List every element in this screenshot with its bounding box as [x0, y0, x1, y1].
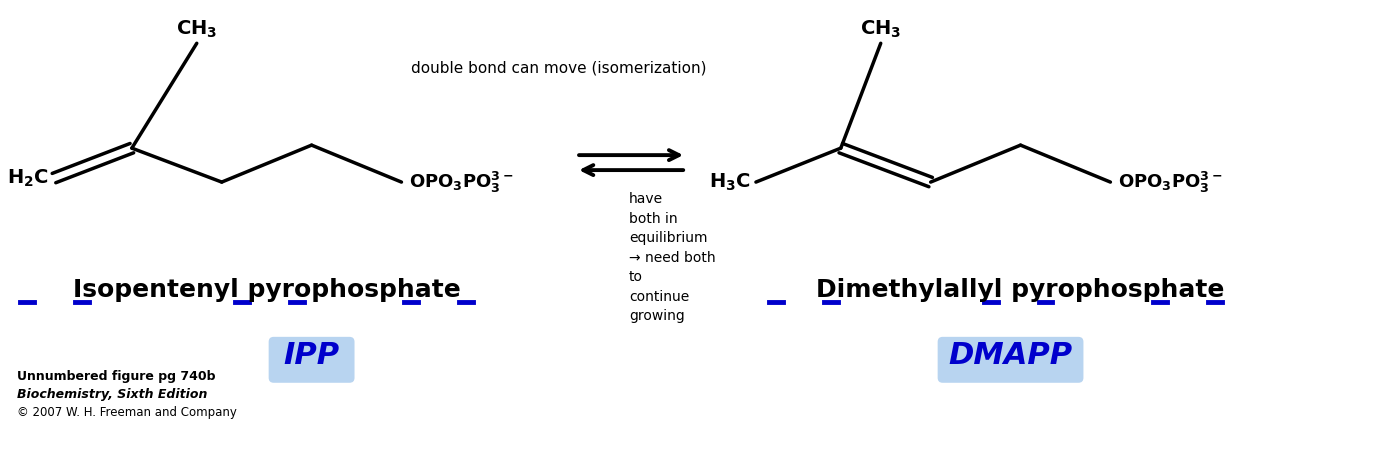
Text: Unnumbered figure pg 740b: Unnumbered figure pg 740b [16, 370, 216, 383]
Text: have
both in
equilibrium
→ need both
to
continue
growing: have both in equilibrium → need both to … [629, 192, 716, 323]
Text: double bond can move (isomerization): double bond can move (isomerization) [411, 60, 708, 75]
Text: $\mathbf{OPO_3PO_3^{3-}}$: $\mathbf{OPO_3PO_3^{3-}}$ [1118, 169, 1223, 195]
Text: © 2007 W. H. Freeman and Company: © 2007 W. H. Freeman and Company [16, 406, 236, 419]
Text: $\mathbf{CH_3}$: $\mathbf{CH_3}$ [176, 18, 217, 40]
Text: $\mathbf{CH_3}$: $\mathbf{CH_3}$ [860, 18, 901, 40]
FancyBboxPatch shape [269, 337, 354, 383]
FancyBboxPatch shape [937, 337, 1084, 383]
Text: $\mathbf{OPO_3PO_3^{3-}}$: $\mathbf{OPO_3PO_3^{3-}}$ [409, 169, 514, 195]
Text: Isopentenyl pyrophosphate: Isopentenyl pyrophosphate [73, 278, 460, 302]
Text: Dimethylallyl pyrophosphate: Dimethylallyl pyrophosphate [816, 278, 1224, 302]
Text: Biochemistry, Sixth Edition: Biochemistry, Sixth Edition [16, 388, 207, 401]
Text: $\mathbf{H_2C}$: $\mathbf{H_2C}$ [7, 168, 49, 189]
Text: $\mathbf{H_3C}$: $\mathbf{H_3C}$ [709, 171, 752, 193]
Text: DMAPP: DMAPP [948, 341, 1073, 370]
Text: IPP: IPP [283, 341, 339, 370]
